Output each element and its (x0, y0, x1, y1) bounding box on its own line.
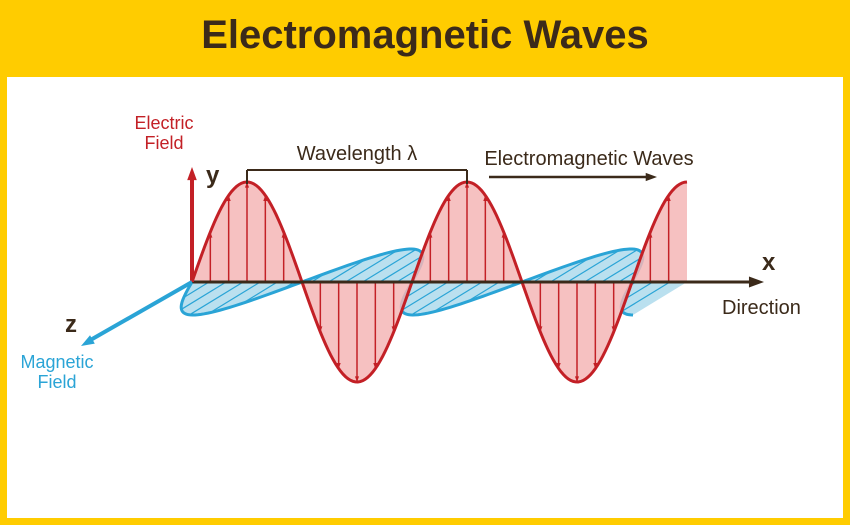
x-axis-label: x (762, 249, 776, 276)
magnetic-field-label: MagneticField (20, 352, 93, 392)
propagation-label: Electromagnetic Waves (484, 148, 693, 170)
z-axis (87, 282, 192, 342)
diagram-frame: x Direction y ElectricField z MagneticField Wa… (0, 70, 850, 525)
wavelength-label: Wavelength λ (297, 143, 417, 165)
em-wave-diagram: x Direction y ElectricField z MagneticField Wa… (7, 77, 843, 518)
y-axis-label: y (206, 162, 220, 189)
z-axis-label: z (65, 311, 77, 338)
direction-label: Direction (722, 297, 801, 319)
title-bar: Electromagnetic Waves (0, 0, 850, 70)
page-title: Electromagnetic Waves (201, 13, 649, 57)
electric-field-label: ElectricField (134, 113, 193, 153)
